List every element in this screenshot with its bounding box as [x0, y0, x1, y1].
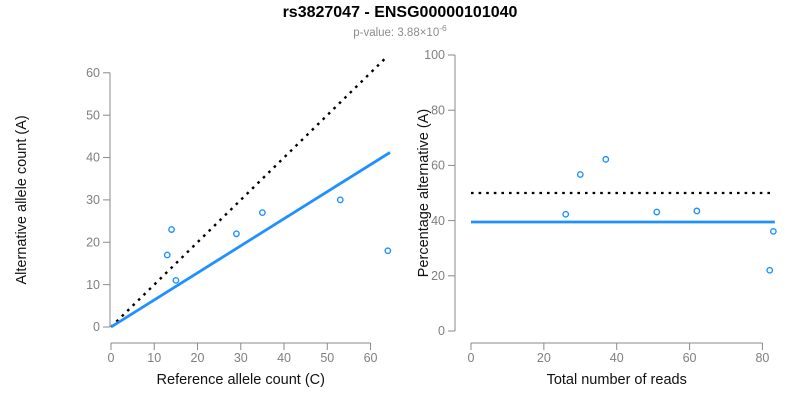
data-point: [384, 247, 392, 255]
x-tick-label: 60: [683, 351, 697, 365]
x-tick-label: 80: [755, 351, 769, 365]
x-tick-label: 0: [108, 351, 115, 365]
pvalue-exponent: -6: [439, 23, 447, 33]
x-axis-title: Total number of reads: [547, 372, 687, 388]
data-point: [163, 251, 171, 259]
x-tick-label: 20: [537, 351, 551, 365]
identity-line: [110, 54, 389, 328]
x-tick-label: 40: [610, 351, 624, 365]
x-tick-label: 30: [234, 351, 248, 365]
y-axis-title: Percentage alternative (A): [416, 109, 432, 277]
y-tick-label: 10: [86, 278, 100, 292]
allele-counts-plot: 0 10 20 30 40 50 60 0 10 20 30 40 50 60 Reference alle…: [14, 54, 392, 388]
y-axis-title: Alternative allele count (A): [14, 115, 30, 284]
data-point: [233, 230, 240, 238]
x-axis-title: Reference allele count (C): [157, 372, 325, 388]
y-tick-label: 40: [431, 214, 445, 228]
y-tick-label: 60: [86, 66, 100, 80]
y-tick-label: 40: [86, 151, 100, 165]
x-tick-label: 50: [320, 351, 334, 365]
data-point: [653, 208, 661, 216]
y-tick-label: 80: [431, 103, 445, 117]
pvalue-text: p-value: 3.88×10: [353, 26, 440, 39]
data-point: [258, 209, 266, 217]
data-point: [769, 227, 777, 235]
plot-subtitle: p-value: 3.88×10-6: [0, 23, 800, 39]
percentage-alternative-plot: 0 20 40 60 80 0 20 40 60 80 100 Total number of rea…: [416, 48, 777, 388]
y-tick-label: 0: [93, 320, 100, 334]
regression-line: [110, 151, 391, 329]
x-tick-label: 40: [277, 351, 291, 365]
x-tick-label: 0: [468, 351, 475, 365]
data-point: [693, 207, 701, 215]
x-tick-label: 20: [191, 351, 205, 365]
data-point: [576, 171, 584, 178]
y-tick-label: 50: [86, 108, 100, 122]
y-tick-label: 0: [438, 324, 445, 338]
data-point: [766, 266, 774, 274]
data-point: [168, 226, 175, 233]
plot-title: rs3827047 - ENSG00000101040: [282, 4, 518, 21]
x-tick-label: 10: [147, 351, 161, 365]
data-point: [336, 196, 344, 204]
data-point: [602, 155, 610, 163]
y-tick-label: 30: [86, 193, 100, 207]
y-tick-label: 100: [424, 48, 445, 62]
data-point: [172, 276, 180, 284]
y-tick-label: 60: [431, 159, 445, 173]
data-point: [562, 210, 570, 218]
y-tick-label: 20: [86, 235, 100, 249]
y-tick-label: 20: [431, 269, 445, 283]
x-tick-label: 60: [364, 351, 378, 365]
